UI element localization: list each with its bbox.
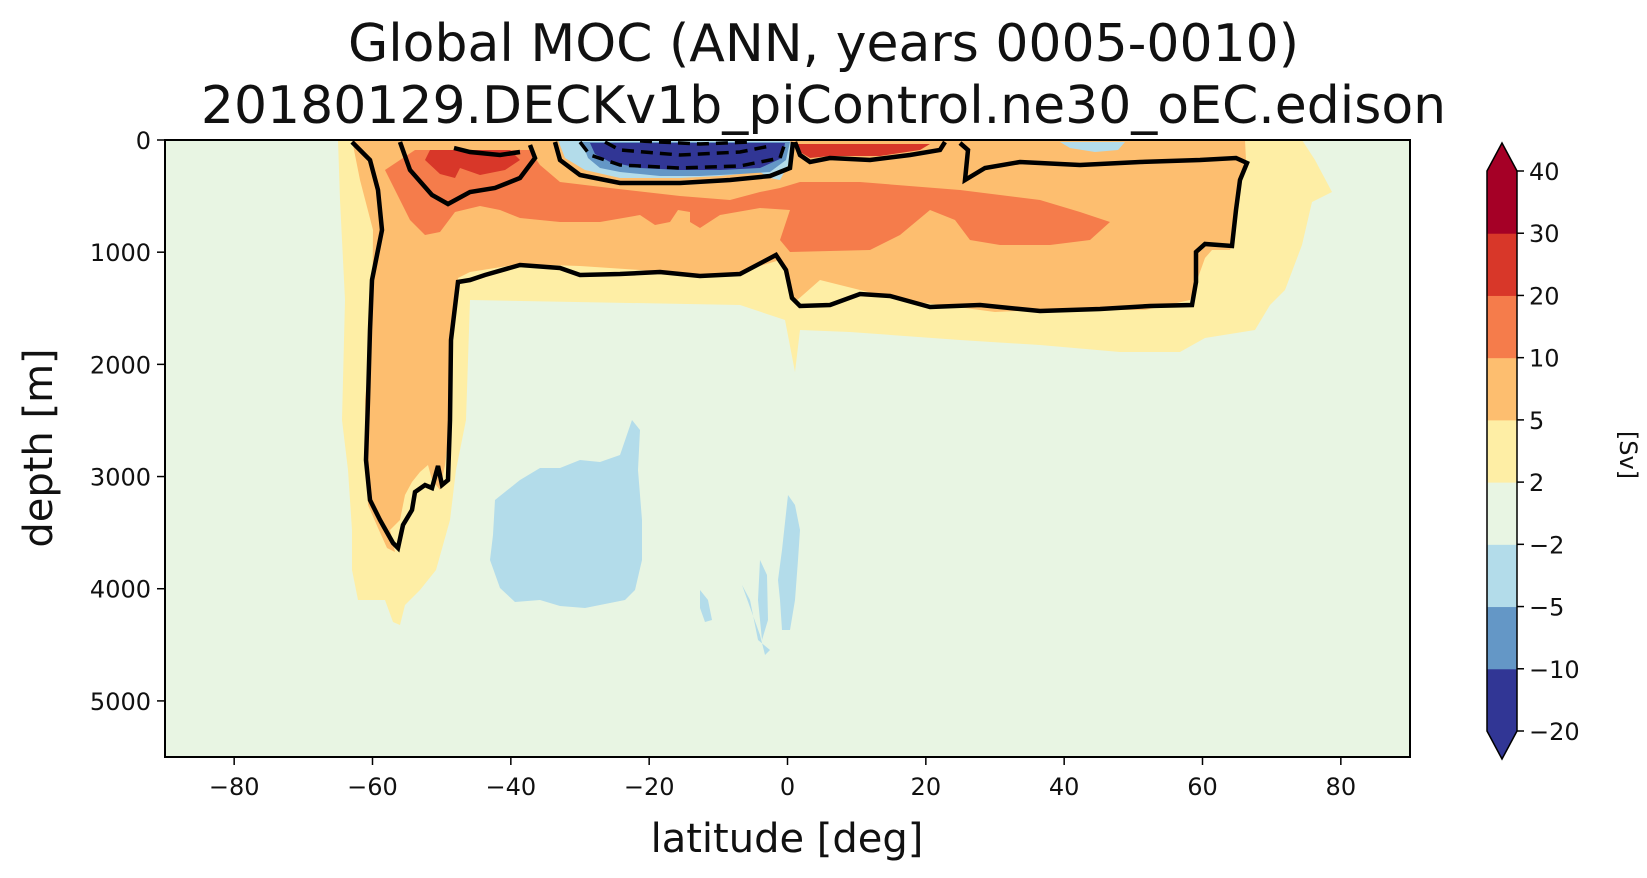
colorbar-band [1487,482,1517,545]
colorbar-tick-label: −2 [1529,531,1564,559]
chart-subtitle: 20180129.DECKv1b_piControl.ne30_oEC.edis… [200,76,1447,136]
y-tick-label: 5000 [90,688,151,716]
colorbar-band [1487,295,1517,359]
colorbar-tick-label: 20 [1529,282,1560,310]
colorbar-extend-max [1487,143,1517,171]
contour-fill-20-to-30 [425,144,930,178]
colorbar-tick-label: −20 [1529,718,1580,746]
x-axis-label: latitude [deg] [651,816,924,862]
y-axis: 0 1000 2000 3000 4000 5000 [90,127,165,716]
contour-fill-minus2-to-minus5 [490,140,1125,655]
contour-line-negative-dashed-2 [604,140,771,157]
colorbar-band [1487,606,1517,670]
colorbar-tick-label: −5 [1529,594,1564,622]
contour-line-negative-outer [552,141,796,186]
x-tick-label: 0 [780,773,795,801]
contour-fill-10-to-20 [385,150,1110,252]
plot-area [165,140,1410,757]
y-tick-label: 3000 [90,464,151,492]
x-tick-label: −60 [347,773,398,801]
contour-fill-below-minus10 [590,143,785,170]
colorbar-tick-label: 10 [1529,345,1560,373]
contour-line-negative-dashed-3 [639,140,751,146]
contour-line-20-south [397,141,538,207]
contour-line-20-north [792,140,947,165]
x-tick-label: 60 [1187,773,1218,801]
colorbar-band [1487,233,1517,296]
x-tick-label: 80 [1326,773,1357,801]
contour-line-5 [350,140,1250,553]
y-axis-label: depth [m] [16,348,62,547]
x-tick-label: −20 [624,773,675,801]
colorbar-tick-label: 40 [1529,158,1560,186]
colorbar-extend-min [1487,731,1517,759]
x-tick-label: −80 [209,773,260,801]
colorbar-tick-label: −10 [1529,656,1580,684]
colorbar-band [1487,419,1517,483]
x-tick-label: 20 [911,773,942,801]
colorbar-band [1487,544,1517,608]
colorbar: −20 −10 −5 −2 2 5 10 20 30 40 [1486,141,1580,761]
chart-title: Global MOC (ANN, years 0005-0010) [347,14,1300,74]
colorbar-tick-label: 5 [1529,407,1544,435]
colorbar-band [1487,357,1517,421]
colorbar-band [1487,171,1517,234]
y-tick-label: 1000 [90,239,151,267]
y-tick-label: 4000 [90,576,151,604]
x-tick-label: −40 [486,773,537,801]
colorbar-label: [Sv] [1614,431,1642,479]
x-tick-label: 40 [1049,773,1080,801]
y-tick-label: 2000 [90,351,151,379]
y-tick-label: 0 [136,127,151,155]
colorbar-tick-label: 30 [1529,220,1560,248]
x-axis: −80 −60 −40 −20 0 20 40 60 80 [209,757,1356,801]
contour-line-20-surface [453,145,521,158]
colorbar-tick-label: 2 [1529,469,1544,497]
colorbar-band [1487,668,1517,732]
